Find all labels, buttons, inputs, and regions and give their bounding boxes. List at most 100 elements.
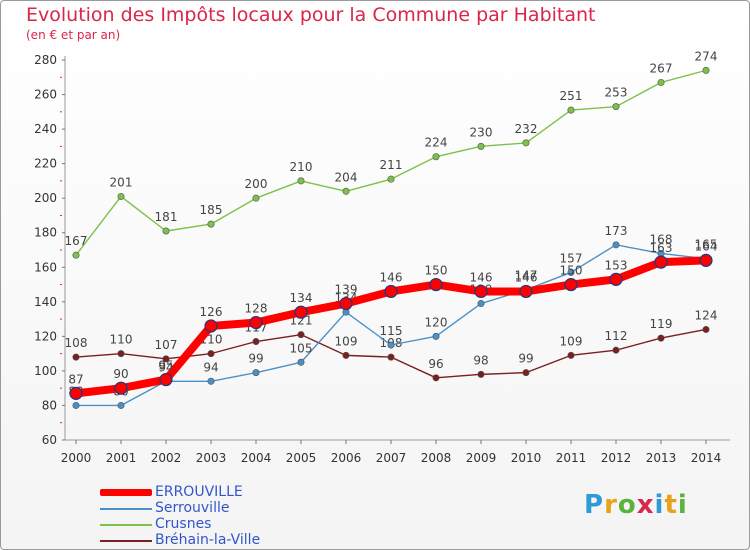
data-point-br-hain-la-ville — [117, 350, 125, 358]
data-point-serrouville — [387, 341, 395, 349]
y-tick-label: 60 — [42, 433, 57, 447]
y-tick-label: 260 — [34, 88, 57, 102]
data-point-serrouville — [72, 401, 80, 409]
data-label-crusnes: 211 — [380, 158, 403, 172]
data-label-serrouville: 99 — [248, 352, 263, 366]
data-point-errouville — [159, 372, 173, 387]
x-tick-label: 2004 — [241, 451, 272, 465]
data-label-br-hain-la-ville: 119 — [650, 317, 673, 331]
x-tick-label: 2002 — [151, 451, 182, 465]
data-point-serrouville — [297, 358, 305, 366]
data-label-br-hain-la-ville: 109 — [560, 334, 583, 348]
data-point-crusnes — [657, 78, 665, 86]
data-label-errouville: 139 — [335, 283, 358, 297]
data-label-errouville: 134 — [290, 291, 313, 305]
data-point-errouville — [519, 284, 533, 299]
data-point-br-hain-la-ville — [297, 331, 305, 339]
logo-letter: i — [654, 490, 665, 520]
data-label-serrouville: 168 — [650, 232, 673, 246]
x-tick-label: 2008 — [421, 451, 452, 465]
chart-subtitle: (en € et par an) — [26, 28, 121, 42]
data-point-br-hain-la-ville — [387, 353, 395, 361]
x-tick-label: 2007 — [376, 451, 407, 465]
legend-swatch-errouville — [100, 489, 152, 496]
data-point-errouville — [654, 255, 668, 269]
data-label-br-hain-la-ville: 96 — [428, 357, 443, 371]
data-point-br-hain-la-ville — [567, 351, 575, 359]
data-label-errouville: 126 — [200, 305, 223, 319]
data-point-errouville — [384, 284, 398, 299]
data-label-serrouville: 120 — [425, 315, 448, 329]
data-label-br-hain-la-ville: 124 — [695, 308, 718, 322]
x-tick-label: 2001 — [106, 451, 137, 465]
data-point-crusnes — [522, 139, 530, 147]
data-label-errouville: 150 — [560, 264, 583, 278]
logo-letter: t — [664, 490, 678, 520]
data-label-crusnes: 185 — [200, 203, 223, 217]
legend-label-crusnes: Crusnes — [155, 516, 212, 532]
logo-letter: o — [617, 490, 637, 520]
data-label-crusnes: 201 — [110, 175, 133, 189]
data-point-br-hain-la-ville — [522, 369, 530, 377]
data-label-errouville: 164 — [695, 239, 718, 253]
data-label-crusnes: 251 — [560, 89, 583, 103]
legend-swatch-crusnes — [100, 524, 152, 526]
data-label-serrouville: 173 — [605, 224, 628, 238]
data-label-errouville: 146 — [515, 270, 538, 284]
data-label-crusnes: 200 — [245, 177, 268, 191]
data-point-br-hain-la-ville — [477, 370, 485, 378]
data-label-crusnes: 181 — [155, 210, 178, 224]
data-label-errouville: 146 — [380, 270, 403, 284]
data-point-crusnes — [387, 175, 395, 183]
data-label-crusnes: 204 — [335, 170, 358, 184]
data-label-br-hain-la-ville: 108 — [65, 336, 88, 350]
data-point-crusnes — [162, 227, 170, 235]
data-label-serrouville: 94 — [203, 360, 218, 374]
proxiti-logo: Proxiti — [584, 490, 688, 520]
data-label-crusnes: 232 — [515, 122, 538, 136]
y-tick-label: 280 — [34, 53, 57, 67]
data-point-errouville — [294, 305, 308, 319]
x-tick-label: 2014 — [691, 451, 722, 465]
data-point-crusnes — [612, 103, 620, 111]
data-label-br-hain-la-ville: 109 — [335, 334, 358, 348]
legend-swatch-serrouville — [100, 508, 152, 510]
y-tick-label: 240 — [34, 122, 57, 136]
legend-label-serrouville: Serrouville — [155, 500, 230, 516]
data-label-errouville: 90 — [113, 367, 128, 381]
data-label-br-hain-la-ville: 98 — [473, 353, 488, 367]
data-point-crusnes — [117, 192, 125, 200]
y-tick-label: 180 — [34, 226, 57, 240]
data-label-br-hain-la-ville: 110 — [110, 333, 133, 347]
logo-letter: r — [604, 490, 618, 520]
data-point-errouville — [339, 296, 353, 311]
x-tick-label: 2012 — [601, 451, 632, 465]
x-tick-label: 2000 — [61, 451, 92, 465]
y-tick-label: 220 — [34, 157, 57, 171]
data-label-crusnes: 224 — [425, 136, 448, 150]
data-point-errouville — [429, 277, 443, 292]
data-point-serrouville — [207, 377, 215, 385]
data-point-crusnes — [432, 153, 440, 161]
data-label-errouville: 153 — [605, 258, 628, 272]
data-point-serrouville — [567, 268, 575, 276]
x-tick-label: 2011 — [556, 451, 587, 465]
data-point-crusnes — [477, 142, 485, 150]
data-point-serrouville — [117, 401, 125, 409]
data-label-serrouville: 105 — [290, 341, 313, 355]
data-point-crusnes — [72, 251, 80, 259]
logo-letter: x — [636, 490, 655, 520]
data-point-crusnes — [567, 106, 575, 114]
legend-label-brehain-la-ville: Bréhain-la-Ville — [155, 532, 261, 548]
y-tick-label: 140 — [34, 295, 57, 309]
data-label-serrouville: 165 — [695, 238, 718, 252]
data-label-errouville: 150 — [425, 264, 448, 278]
data-point-errouville — [699, 253, 713, 267]
data-point-errouville — [204, 319, 218, 333]
data-point-errouville — [114, 381, 128, 395]
x-tick-label: 2003 — [196, 451, 227, 465]
logo-letter: i — [677, 490, 688, 520]
y-tick-label: 120 — [34, 329, 57, 343]
y-tick-label: 100 — [34, 364, 57, 378]
